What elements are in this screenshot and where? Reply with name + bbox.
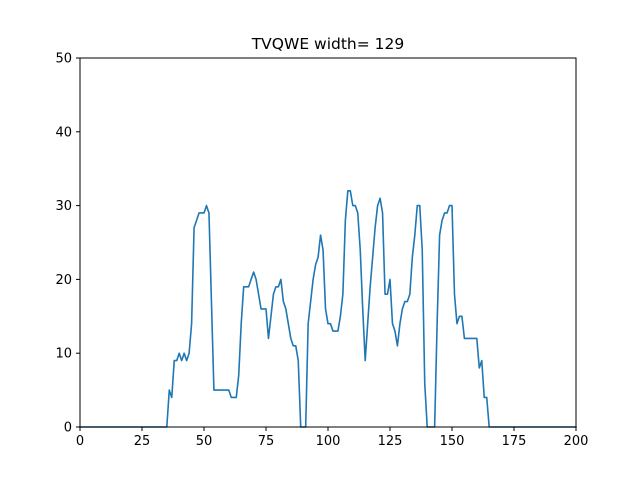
x-tick-label: 150 — [440, 434, 465, 449]
x-tick-label: 200 — [564, 434, 589, 449]
y-axis: 0 10 20 30 40 50 — [55, 52, 80, 436]
y-tick-label: 30 — [55, 199, 72, 214]
axes-frame — [79, 57, 577, 428]
plot-area — [79, 190, 577, 428]
x-tick-label: 0 — [76, 434, 84, 449]
x-axis: 0 25 50 75 100 125 150 175 200 — [76, 427, 589, 449]
x-tick-label: 75 — [258, 434, 275, 449]
chart-title: TVQWE width= 129 — [251, 35, 405, 53]
y-tick-label: 40 — [55, 125, 72, 140]
x-tick-label: 50 — [196, 434, 213, 449]
x-tick-label: 25 — [134, 434, 151, 449]
y-tick-label: 50 — [55, 52, 72, 67]
y-tick-label: 20 — [55, 273, 72, 288]
x-tick-label: 175 — [502, 434, 527, 449]
y-tick-label: 10 — [55, 347, 72, 362]
series-line-0 — [79, 190, 577, 428]
y-tick-label: 0 — [64, 421, 72, 436]
x-tick-label: 125 — [378, 434, 403, 449]
x-tick-label: 100 — [316, 434, 341, 449]
